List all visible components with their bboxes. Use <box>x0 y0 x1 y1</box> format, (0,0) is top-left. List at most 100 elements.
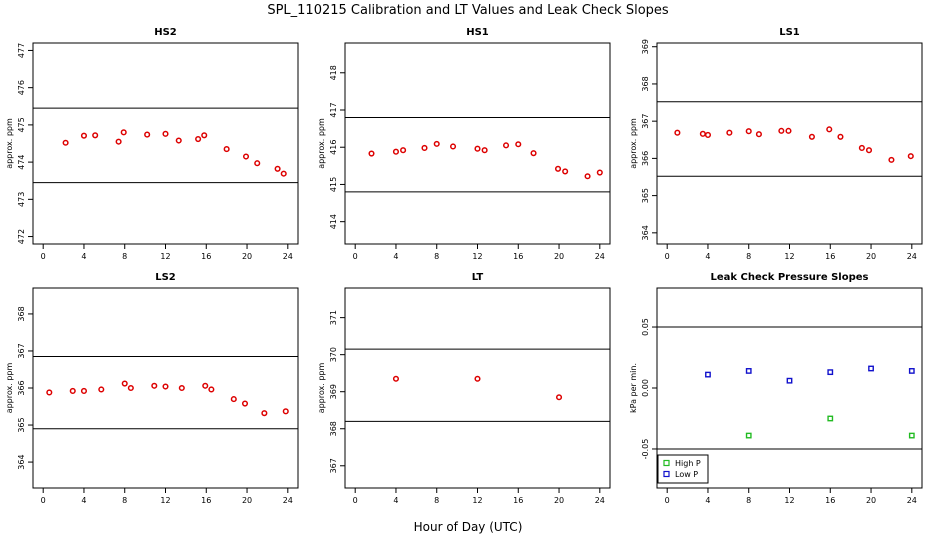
y-tick-label: 0.00 <box>641 379 650 397</box>
data-point <box>127 384 134 392</box>
data-point <box>868 365 874 372</box>
x-tick-label: 16 <box>201 252 211 261</box>
x-tick-label: 8 <box>434 252 439 261</box>
data-point <box>162 130 169 137</box>
data-point <box>115 138 122 145</box>
y-axis-label: approx. ppm <box>317 363 326 414</box>
data-point <box>80 132 88 139</box>
x-tick-label: 0 <box>665 496 670 505</box>
legend-label: High P <box>675 459 701 468</box>
x-tick-label: 4 <box>81 496 86 505</box>
data-point <box>778 127 785 134</box>
data-point <box>908 432 915 439</box>
data-point <box>474 145 481 152</box>
x-tick-label: 12 <box>784 252 794 261</box>
x-tick-label: 4 <box>81 252 86 261</box>
data-point <box>865 147 873 154</box>
data-point <box>755 131 762 138</box>
data-point <box>274 165 281 172</box>
x-tick-label: 12 <box>160 252 170 261</box>
x-tick-label: 20 <box>242 252 252 261</box>
plot-frame <box>656 42 923 245</box>
x-tick-label: 8 <box>746 496 751 505</box>
data-point <box>120 129 127 136</box>
y-tick-label: 415 <box>329 177 338 192</box>
data-point <box>400 147 407 154</box>
x-tick-label: 8 <box>122 496 127 505</box>
panels: HS2 0 4 8 12 16 20 24 472 473 474 475 476 477 approx. … <box>5 27 923 505</box>
x-tick-label: 0 <box>665 252 670 261</box>
x-tick-label: 24 <box>595 252 605 261</box>
x-tick-label: 8 <box>122 252 127 261</box>
x-tick-label: 4 <box>705 252 710 261</box>
data-point <box>242 153 250 160</box>
x-tick-label: 0 <box>41 496 46 505</box>
y-tick-label: 366 <box>641 151 650 166</box>
panel-title: HS2 <box>154 27 177 38</box>
y-tick-label: 472 <box>17 229 26 244</box>
data-point <box>786 377 793 384</box>
data-point <box>208 386 215 393</box>
y-axis-label: kPa per min. <box>629 363 638 413</box>
data-point <box>584 173 591 180</box>
x-tick-label: 24 <box>283 252 293 261</box>
data-point <box>555 394 563 401</box>
x-tick-label: 24 <box>907 496 917 505</box>
data-point <box>745 368 752 374</box>
panel-1: HS2 0 4 8 12 16 20 24 472 473 474 475 476 477 approx. … <box>5 27 299 261</box>
data-point <box>151 382 158 389</box>
data-point <box>62 139 69 146</box>
x-tick-label: 12 <box>472 496 482 505</box>
data-point <box>433 140 440 147</box>
data-point <box>704 131 712 138</box>
data-point <box>837 133 844 140</box>
data-point <box>280 170 287 177</box>
data-point <box>515 141 522 148</box>
y-tick-label: 367 <box>17 343 26 358</box>
legend-box <box>657 454 709 484</box>
data-point <box>201 132 208 139</box>
data-point <box>261 410 268 417</box>
x-tick-label: 20 <box>554 252 564 261</box>
data-point <box>699 130 706 137</box>
data-point <box>223 146 230 153</box>
data-point <box>826 126 833 133</box>
data-point <box>178 384 185 392</box>
x-tick-label: 8 <box>746 252 751 261</box>
figure-title: SPL_110215 Calibration and LT Values and… <box>267 3 669 18</box>
data-point <box>69 387 76 395</box>
panel-title: Leak Check Pressure Slopes <box>711 272 869 283</box>
y-tick-label: 371 <box>329 310 338 325</box>
y-tick-label: 476 <box>17 80 26 95</box>
data-point <box>449 143 457 150</box>
x-tick-label: 16 <box>513 496 523 505</box>
x-tick-label: 12 <box>472 252 482 261</box>
x-tick-label: 16 <box>825 252 835 261</box>
plot-frame <box>344 42 611 245</box>
data-point <box>368 150 375 157</box>
y-tick-label: 477 <box>17 43 26 58</box>
data-point <box>98 386 105 393</box>
data-point <box>907 153 914 160</box>
data-point <box>230 396 237 403</box>
y-tick-label: 364 <box>641 225 650 240</box>
data-point <box>481 147 488 154</box>
panel-5: LT 0 4 8 12 16 20 24 367 368 369 370 371 approx. ppm <box>317 272 611 505</box>
x-tick-label: 20 <box>242 496 252 505</box>
y-tick-label: 365 <box>641 188 650 203</box>
data-point <box>726 129 733 136</box>
x-tick-label: 24 <box>595 496 605 505</box>
data-point <box>908 368 915 374</box>
data-point <box>530 150 537 157</box>
data-point <box>888 156 895 163</box>
x-tick-label: 20 <box>866 496 876 505</box>
x-tick-label: 16 <box>513 252 523 261</box>
x-tick-label: 16 <box>201 496 211 505</box>
y-tick-label: 364 <box>17 454 26 469</box>
y-axis-label: approx. ppm <box>5 363 14 414</box>
panel-6: Leak Check Pressure Slopes 0 4 8 12 16 20 24 -0.… <box>629 272 923 505</box>
y-tick-label: 369 <box>329 384 338 399</box>
y-tick-label: 368 <box>17 306 26 321</box>
y-tick-label: 414 <box>329 214 338 229</box>
data-point <box>858 144 865 152</box>
